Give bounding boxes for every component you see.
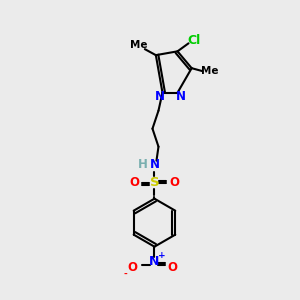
- Text: N: N: [149, 255, 160, 268]
- Text: N: N: [154, 90, 164, 103]
- Text: N: N: [176, 90, 185, 103]
- Text: O: O: [128, 261, 137, 274]
- Text: N: N: [149, 158, 160, 171]
- Text: O: O: [130, 176, 140, 189]
- Text: Me: Me: [130, 40, 148, 50]
- Text: -: -: [124, 270, 128, 279]
- Text: O: O: [169, 176, 179, 189]
- Text: H: H: [137, 158, 147, 171]
- Text: S: S: [150, 176, 159, 189]
- Text: +: +: [158, 251, 165, 260]
- Text: Me: Me: [201, 66, 218, 76]
- Text: O: O: [167, 261, 178, 274]
- Text: Cl: Cl: [187, 34, 200, 47]
